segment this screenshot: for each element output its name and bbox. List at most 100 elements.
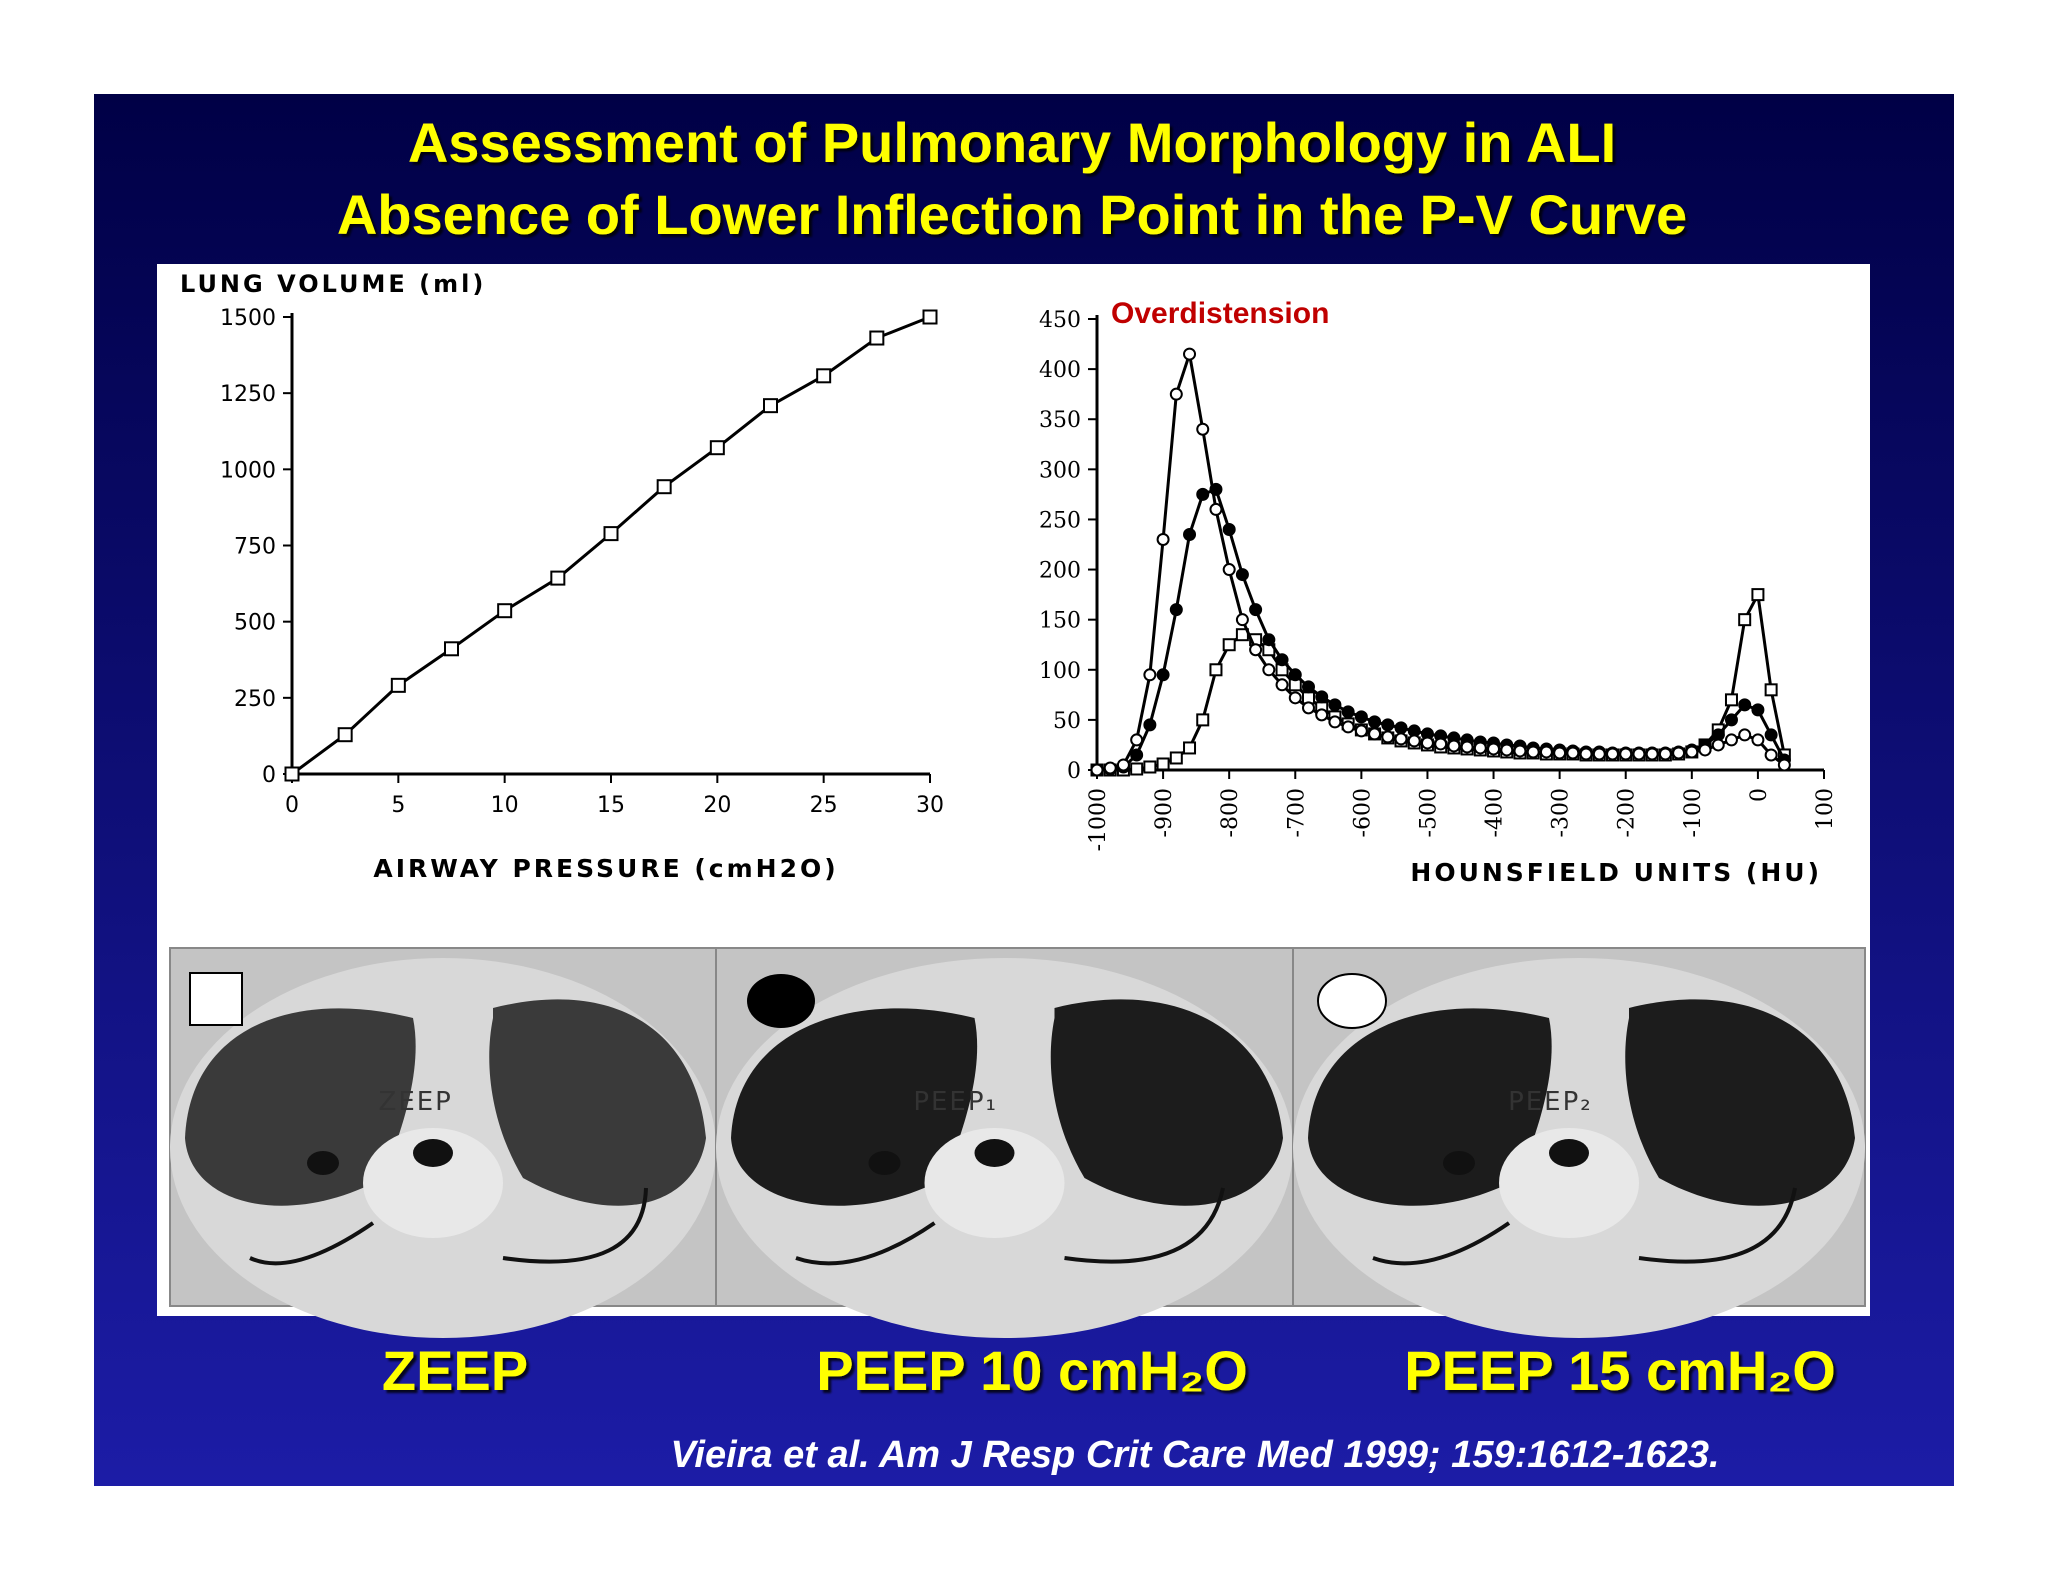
marker [1183,347,1197,361]
marker [1341,720,1355,734]
marker [1341,705,1355,719]
ct-heart [1499,1128,1639,1238]
x-tick-label: -900 [1152,788,1177,837]
marker [497,603,513,619]
ct-airway [974,1139,1015,1167]
ct-lung [1308,1008,1552,1206]
x-tick-label: -200 [1615,788,1640,837]
marker [1764,728,1778,742]
x-tick-label: 100 [1813,788,1838,830]
marker [1143,760,1157,774]
marker [1632,747,1646,761]
slide-title: Assessment of Pulmonary Morphology in AL… [408,111,1616,174]
y-tick-label: 50 [1053,709,1081,734]
x-tick-label: 30 [916,793,944,818]
ct-airway [1549,1139,1589,1167]
annotation: Overdistension [1111,297,1329,330]
x-tick-label: 0 [285,793,299,818]
marker [1751,733,1765,747]
ct-marker-filled-circle [747,974,815,1028]
ct-sketch [502,1187,648,1264]
marker [1764,748,1778,762]
ct-sketch [249,1221,375,1266]
y-tick-label: 150 [1039,609,1081,634]
marker [1751,703,1765,717]
y-tick-label: 1250 [220,382,276,407]
x-tick-label: 10 [491,793,519,818]
marker [1751,588,1765,602]
ct-airway [868,1151,901,1175]
marker [550,570,566,586]
citation: Vieira et al. Am J Resp Crit Care Med 19… [670,1434,1719,1476]
marker [1434,737,1448,751]
x-tick-label: -400 [1483,788,1508,837]
marker [1381,730,1395,744]
marker [1315,708,1329,722]
ct-lung [731,1008,978,1206]
marker [1103,761,1117,775]
y-axis-label: LUNG VOLUME (ml) [180,270,486,298]
marker [1711,738,1725,752]
marker [1222,563,1236,577]
ct-label: ZEEP [379,1087,453,1117]
marker [1143,668,1157,682]
marker [1222,522,1236,536]
marker [1645,747,1659,761]
marker [1275,678,1289,692]
marker [1513,744,1527,758]
marker [1394,721,1408,735]
marker [1328,715,1342,729]
marker [1368,715,1382,729]
marker [1209,502,1223,516]
marker [1196,713,1210,727]
marker [1354,724,1368,738]
marker [337,727,353,743]
marker [1130,762,1144,776]
ct-images: ZEEP PEEP₁ PEEP₂ [169,947,1866,1338]
x-tick-label: -700 [1284,788,1309,837]
y-tick-label: 100 [1039,659,1081,684]
marker [1288,668,1302,682]
x-axis-label: AIRWAY PRESSURE (cmH2O) [373,854,838,883]
marker [1116,758,1130,772]
marker [1209,663,1223,677]
caption: ZEEP [382,1339,528,1402]
marker [1183,527,1197,541]
marker [1169,387,1183,401]
x-tick-label: -800 [1218,788,1243,837]
y-tick-label: 300 [1039,458,1081,483]
marker [922,309,938,325]
ct-sketch [795,1221,936,1266]
marker [869,330,885,346]
x-tick-label: -600 [1350,788,1375,837]
marker [1262,663,1276,677]
marker [444,641,459,657]
marker [1658,747,1672,761]
ct-sketch [1064,1187,1225,1264]
marker [1156,532,1170,546]
marker [709,440,725,456]
marker [1724,713,1738,727]
marker [1235,568,1249,582]
marker [1738,698,1752,712]
marker [1738,613,1752,627]
x-tick-label: 15 [597,793,625,818]
ct-lung [1050,999,1283,1206]
marker [1764,683,1778,697]
marker [1368,727,1382,741]
marker [1500,743,1514,757]
marker [1420,736,1434,750]
ct-lung [185,1008,416,1206]
y-tick-label: 750 [234,535,276,560]
marker [1685,745,1699,759]
y-tick-label: 400 [1039,358,1081,383]
marker [1183,741,1197,755]
marker [1156,668,1170,682]
ct-sketch [1638,1187,1797,1264]
marker [1592,747,1606,761]
y-tick-label: 1000 [220,458,276,483]
y-tick-label: 1500 [220,306,276,331]
ct-airway [1443,1151,1475,1175]
marker [1130,748,1144,762]
